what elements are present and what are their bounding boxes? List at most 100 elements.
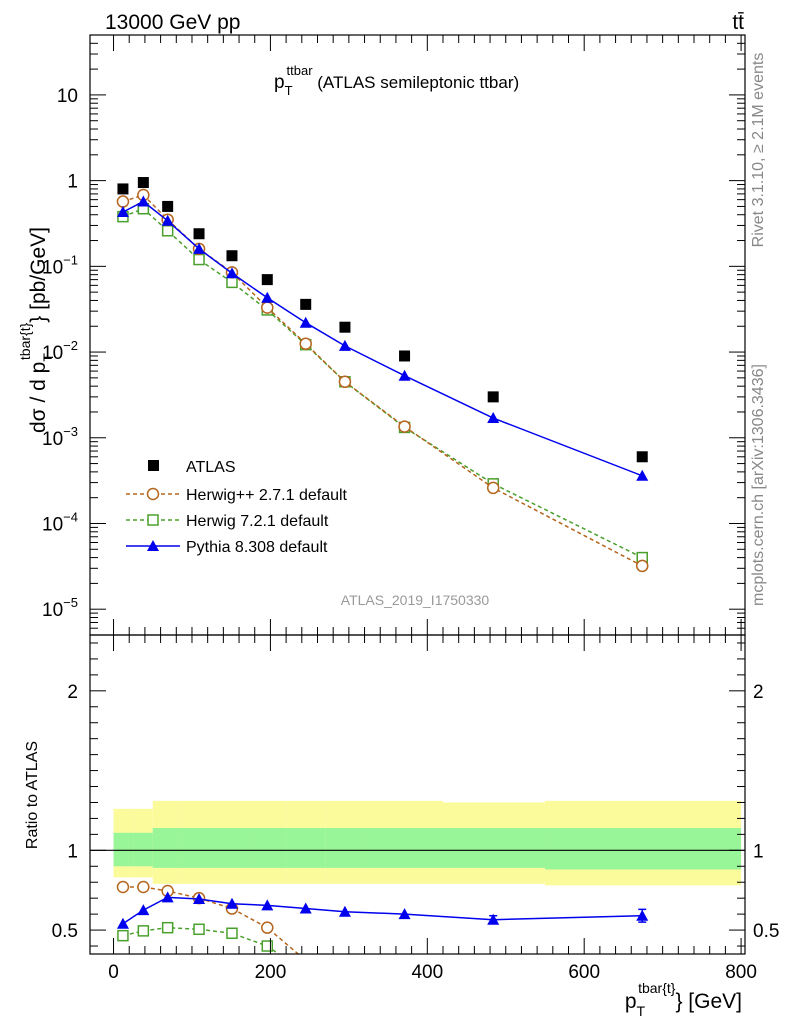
main-y-tick-label-base: 10 xyxy=(42,429,63,450)
legend-label-herwigpp: Herwig++ 2.7.1 default xyxy=(186,487,348,504)
main-y-tick-label-base: 10 xyxy=(42,257,63,278)
legend-marker-herwigpp xyxy=(146,487,160,501)
x-tick-label: 200 xyxy=(255,962,287,983)
main-point-pythia-8-308-default xyxy=(137,195,150,207)
uncertainty-bands xyxy=(90,800,745,886)
legend-label-herwig7: Herwig 7.2.1 default xyxy=(186,513,329,530)
main-point-pythia-8-308-default xyxy=(338,339,351,351)
ratio-point-pythia-8-308-default xyxy=(487,913,500,925)
rivet-version-label: Rivet 3.1.10, ≥ 2.1M events xyxy=(750,53,767,248)
main-y-tick-label: 10−2 xyxy=(42,338,78,364)
xlabel-post: } [GeV] xyxy=(675,990,742,1013)
ratio-point-herwig-7-2-1-default xyxy=(117,929,129,942)
ratio-point-herwig-7-2-1-default xyxy=(226,927,238,940)
main-y-tick-label-exp: −3 xyxy=(63,424,78,439)
xlabel-sub: T xyxy=(637,1003,646,1019)
main-point-herwig-7-2-1-default xyxy=(161,225,174,237)
main-y-tick-label-base: 10 xyxy=(42,343,63,364)
main-point-herwig-7-2-1-default xyxy=(226,276,238,289)
xlabel-sup: tbar{t} xyxy=(638,980,676,996)
band-inner-segment xyxy=(544,827,742,870)
ratio-point-herwig-2-7-1-default xyxy=(261,921,274,934)
main-point-herwig-2-7-1-default xyxy=(635,559,649,573)
main-y-tick-label: 10−4 xyxy=(42,509,78,535)
main-y-tick-label-exp: −2 xyxy=(63,338,78,353)
main-ylabel-sup: tbar{t} xyxy=(17,322,33,360)
ratio-x-tick-labels: 0 200 400 600 800 xyxy=(108,962,757,983)
ratio-point-herwig-7-2-1-default xyxy=(161,921,174,934)
final-state-label: tt̄ xyxy=(732,11,744,34)
main-point-pythia-8-308-default xyxy=(261,291,274,303)
ratio-point-pythia-8-308-default xyxy=(636,909,649,921)
main-point-atlas xyxy=(487,391,499,403)
ratio-point-pythia-8-308-default xyxy=(299,902,312,914)
main-title-p: p xyxy=(274,72,285,93)
main-ylabel-post: } [pb/GeV] xyxy=(27,227,50,323)
main-point-pythia-8-308-default xyxy=(299,316,312,328)
process-label: 13000 GeV pp xyxy=(105,11,240,34)
main-y-tick-label-base: 10 xyxy=(42,514,63,535)
legend-item-atlas: ATLAS xyxy=(148,459,236,476)
main-point-atlas xyxy=(162,200,174,212)
ratio-y-tick-label-right: 1 xyxy=(753,841,764,862)
main-point-atlas xyxy=(137,177,149,189)
main-series xyxy=(116,177,649,573)
main-point-pythia-8-308-default xyxy=(161,214,174,226)
analysis-id-label: ATLAS_2019_I1750330 xyxy=(341,592,490,608)
band-inner-segment xyxy=(215,827,249,868)
main-point-atlas xyxy=(300,298,312,310)
main-title-sub: T xyxy=(285,83,293,98)
ratio-ticks xyxy=(90,635,745,954)
main-y-tick-label: 10 xyxy=(57,86,78,107)
main-point-pythia-8-308-default xyxy=(116,206,129,218)
main-point-atlas xyxy=(339,321,351,333)
main-y-tick-label-exp: −1 xyxy=(63,252,78,267)
main-point-pythia-8-308-default xyxy=(193,242,206,254)
band-inner-segment xyxy=(248,827,287,868)
main-title-sup: ttbar xyxy=(287,63,314,78)
ratio-panel: 0.5 0.51 12 2 0 200 400 600 800 Ratio to ATLAS … xyxy=(24,634,779,1019)
band-inner-segment xyxy=(133,832,153,867)
ratio-point-herwig-7-2-1-default xyxy=(137,925,150,937)
main-y-tick-label-base: 10 xyxy=(42,600,63,621)
main-ylabel-pre: dσ / d p xyxy=(27,362,50,433)
band-inner-segment xyxy=(152,827,183,868)
main-point-pythia-8-308-default xyxy=(487,412,500,424)
main-point-pythia-8-308-default xyxy=(636,469,649,481)
ratio-point-herwig-7-2-1-default xyxy=(193,923,205,936)
ratio-point-herwig-7-2-1-default xyxy=(301,968,311,978)
main-point-herwig-2-7-1-default xyxy=(299,337,312,350)
main-y-tick-label: 10−5 xyxy=(42,595,78,621)
ratio-point-pythia-8-308-default xyxy=(137,904,150,916)
x-tick-label: 400 xyxy=(411,962,443,983)
main-point-atlas xyxy=(193,228,205,240)
ratio-point-herwig-2-7-1-default xyxy=(116,880,130,894)
ratio-line-herwig-2-7-1-default xyxy=(122,886,300,954)
ratio-point-herwig-2-7-1-default xyxy=(137,880,150,894)
main-title: pTttbar (ATLAS semileptonic ttbar) xyxy=(274,63,519,98)
legend-label-pythia: Pythia 8.308 default xyxy=(186,539,328,556)
x-tick-label: 600 xyxy=(568,962,600,983)
legend-item-herwigpp: Herwig++ 2.7.1 default xyxy=(126,487,348,504)
ratio-point-pythia-8-308-default xyxy=(338,905,351,917)
main-y-tick-label: 10−1 xyxy=(42,252,78,278)
legend: ATLAS Herwig++ 2.7.1 default Herwig 7.2.… xyxy=(126,459,348,556)
main-point-herwig-2-7-1-default xyxy=(338,375,352,389)
ratio-point-pythia-8-308-default xyxy=(398,908,411,920)
x-tick-label: 800 xyxy=(725,962,757,983)
legend-item-pythia: Pythia 8.308 default xyxy=(126,539,328,556)
main-point-herwig-2-7-1-default xyxy=(261,301,274,314)
main-point-atlas xyxy=(226,250,238,262)
source-label: mcplots.cern.ch [arXiv:1306.3436] xyxy=(750,364,767,606)
main-y-tick-label-exp: −5 xyxy=(63,595,78,610)
main-y-tick-label-exp: −4 xyxy=(63,509,78,524)
x-tick-label: 0 xyxy=(108,962,119,983)
ratio-point-pythia-8-308-default xyxy=(225,897,238,909)
ratio-point-pythia-8-308-default xyxy=(161,891,174,903)
band-inner-segment xyxy=(325,827,365,868)
band-inner-segment xyxy=(113,832,134,867)
main-point-herwig-2-7-1-default xyxy=(116,195,130,208)
